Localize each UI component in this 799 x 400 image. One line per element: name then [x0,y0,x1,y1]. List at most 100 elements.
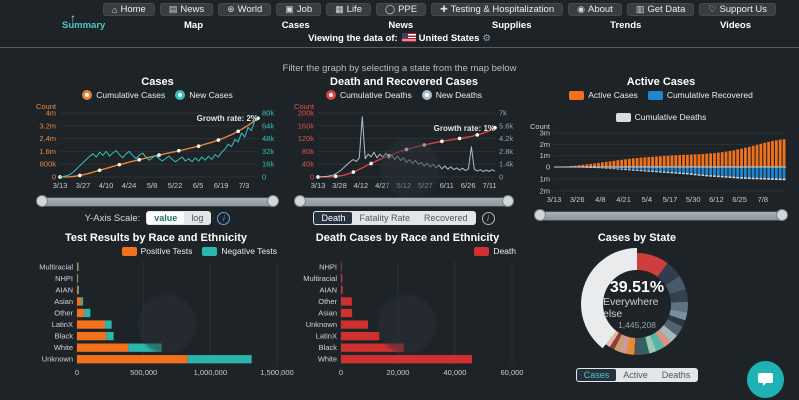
nav-life-button[interactable]: ▦ Life [326,3,371,16]
svg-text:6/25: 6/25 [732,195,747,204]
svg-text:5/22: 5/22 [168,181,183,190]
svg-text:5/12: 5/12 [397,181,412,190]
legend-death[interactable]: Death [474,245,516,257]
tab-news[interactable]: News [388,20,414,31]
tab-map[interactable]: Map [184,20,203,31]
slider-handle-right[interactable] [776,209,788,221]
svg-text:0: 0 [262,173,266,182]
svg-text:2.8k: 2.8k [499,147,513,156]
viewing-prefix: Viewing the data of: [308,33,398,44]
world-icon: ⊕ [227,4,235,14]
option-fatality-rate[interactable]: Fatality Rate [359,213,411,223]
svg-text:200k: 200k [298,109,315,118]
nav-label: Get Data [647,4,686,15]
cases-by-state-donut[interactable]: 39.51% Everywhere else 1,445,208 [581,248,693,360]
option-cases[interactable]: Cases [576,369,617,381]
nav-support-us-button[interactable]: ♡ Support Us [699,3,776,16]
cases-by-state-card: Cases by State 39.51% Everywhere else 1,… [552,232,722,382]
svg-text:4/24: 4/24 [122,181,137,190]
svg-text:AIAN: AIAN [55,285,73,294]
tab-summary[interactable]: Summary [62,20,106,31]
svg-text:80k: 80k [262,109,274,118]
option-active[interactable]: Active [623,370,648,380]
legend-label: Active Cases [588,90,638,100]
legend-label: Cumulative Deaths [339,90,412,100]
svg-text:3m: 3m [540,129,550,138]
scroll-top-arrow-icon[interactable]: ↑ [70,11,76,25]
nav-about-button[interactable]: ◉ About [568,3,622,16]
slider-handle-left[interactable] [36,195,48,207]
slider-handle-right[interactable] [502,195,514,207]
svg-text:Black: Black [55,332,74,341]
tab-cases[interactable]: Cases [281,20,310,31]
legend-negative-tests[interactable]: Negative Tests [202,245,277,257]
option-death[interactable]: Death [314,212,353,224]
slider-handle-left[interactable] [534,209,546,221]
option-log[interactable]: log [191,213,204,223]
tab-supplies[interactable]: Supplies [491,20,532,31]
svg-text:Other: Other [318,297,337,306]
legend-cumulative-cases[interactable]: Cumulative Cases [82,89,165,101]
nav-world-button[interactable]: ⊕ World [218,3,272,16]
svg-text:Unknown: Unknown [306,320,337,329]
svg-text:3/13: 3/13 [311,181,326,190]
data-icon: ▥ [635,4,645,14]
active-date-range-slider[interactable] [534,209,788,221]
cases-chart-legend: Cumulative Cases New Cases [30,89,285,101]
svg-text:Count: Count [294,102,315,111]
svg-text:5/8: 5/8 [147,181,157,190]
death-view-controls: Death Fatality Rate Recovered i [288,211,520,225]
us-flag-icon [401,33,416,42]
cases-date-range-slider[interactable] [36,195,279,207]
info-icon[interactable]: i [481,211,495,225]
legend-cumulative-recovered[interactable]: Cumulative Recovered [647,89,753,101]
chat-button[interactable] [747,361,784,398]
svg-text:3.2m: 3.2m [39,121,56,130]
svg-text:5/30: 5/30 [686,195,701,204]
legend-positive-tests[interactable]: Positive Tests [121,245,192,257]
deaths-chart-title: Death and Recovered Cases [330,76,478,88]
svg-text:4/10: 4/10 [99,181,114,190]
svg-text:1.6m: 1.6m [39,147,56,156]
gear-icon[interactable]: ⚙ [482,33,491,44]
legend-cumulative-deaths[interactable]: Cumulative Deaths [325,89,412,101]
info-icon[interactable]: i [217,211,231,225]
legend-new-deaths[interactable]: New Deaths [421,89,482,101]
slider-handle-left[interactable] [294,195,306,207]
svg-text:64k: 64k [262,121,274,130]
legend-cumulative-deaths[interactable]: Cumulative Deaths [615,111,706,123]
tab-trends[interactable]: Trends [610,20,642,31]
svg-text:0: 0 [499,173,503,182]
legend-marker [569,90,585,100]
slider-handle-right[interactable] [267,195,279,207]
svg-text:120k: 120k [298,134,315,143]
nav-news-button[interactable]: ▤ News [159,3,214,16]
option-value[interactable]: value [147,212,185,224]
legend-label: Cumulative Cases [96,90,166,100]
svg-text:3/26: 3/26 [570,195,585,204]
nav-ppe-button[interactable]: ◯ PPE [375,3,427,16]
deaths-date-range-slider[interactable] [294,195,514,207]
nav-home-button[interactable]: ⌂ Home [103,3,155,16]
svg-text:1,500,000: 1,500,000 [260,368,293,377]
plot-deathrace-svg: 0 20,000 40,000 60,000 NHPI Multiracial AIAN Ot… [303,261,523,377]
cases-chart-title: Cases [141,76,174,88]
nav-testing-hospitalization-button[interactable]: ✚ Testing & Hospitalization [431,3,564,16]
svg-text:Black: Black [319,343,338,352]
death-race-plot: 0 20,000 40,000 60,000 NHPI Multiracial AIAN Ot… [295,257,523,379]
option-deaths[interactable]: Deaths [661,370,691,380]
svg-text:LatinX: LatinX [52,320,73,329]
svg-text:1,000,000: 1,000,000 [194,368,227,377]
option-recovered[interactable]: Recovered [424,213,468,223]
svg-text:7/11: 7/11 [483,181,497,190]
legend-new-cases[interactable]: New Cases [175,89,233,101]
nav-job-button[interactable]: ▣ Job [276,3,322,16]
svg-text:AIAN: AIAN [319,285,337,294]
legend-active-cases[interactable]: Active Cases [569,89,638,101]
yaxis-scale-controls: Y-Axis Scale: value log i [30,211,285,225]
nav-label: World [237,4,263,15]
nav-get-data-button[interactable]: ▥ Get Data [626,3,695,16]
death-view-toggle: Death Fatality Rate Recovered [313,211,476,225]
tab-videos[interactable]: Videos [720,20,751,31]
svg-text:7k: 7k [499,109,507,118]
